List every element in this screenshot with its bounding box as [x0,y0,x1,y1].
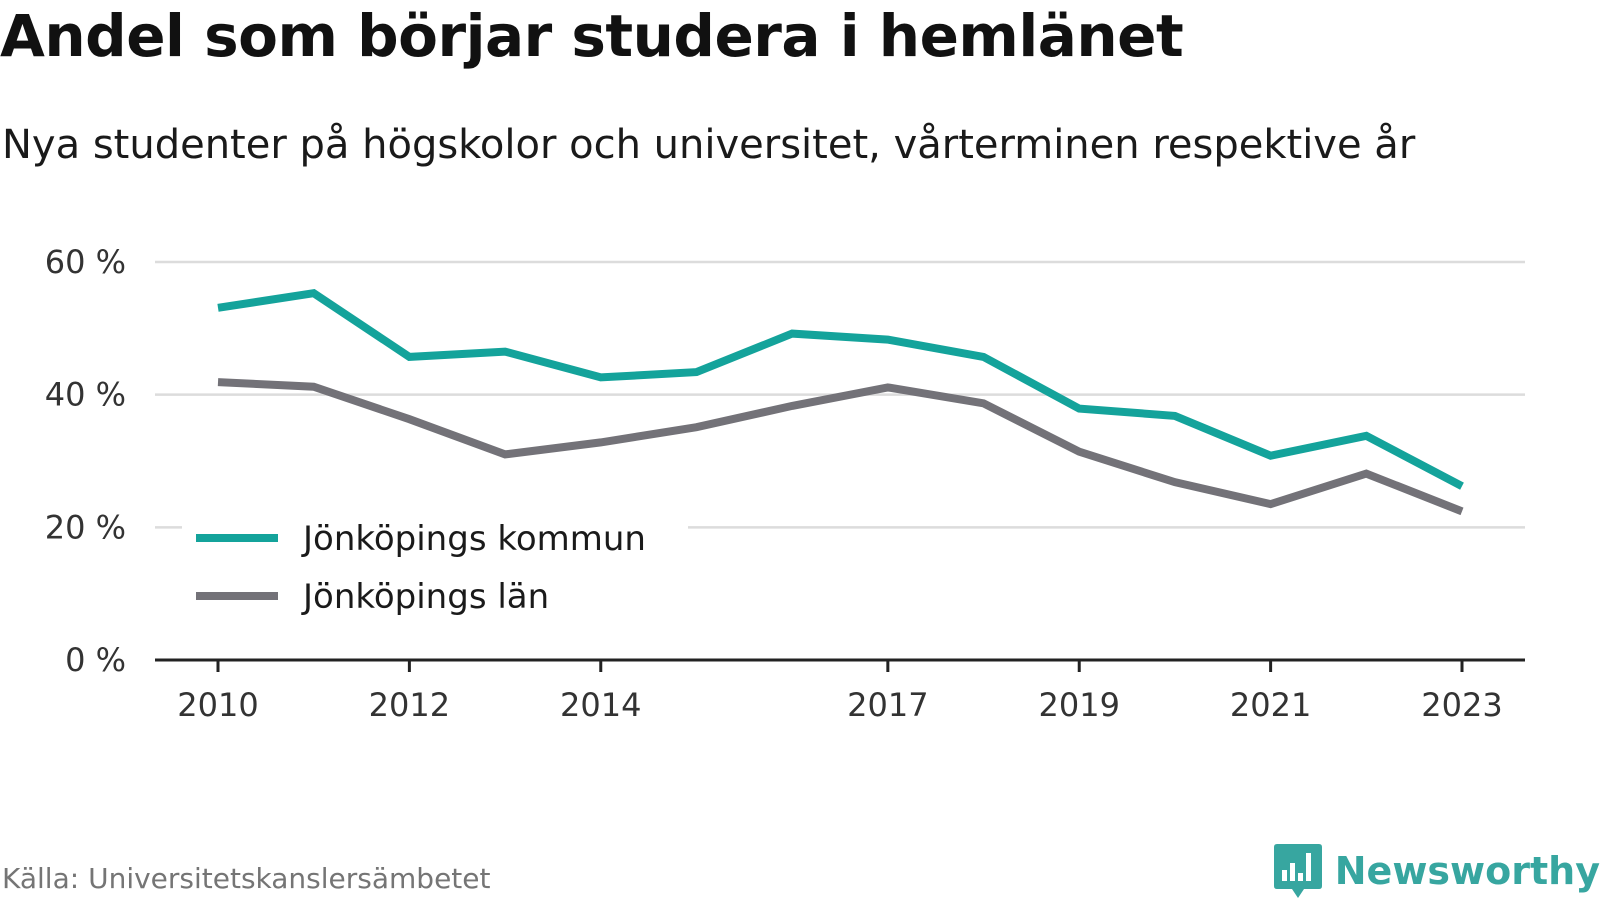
chart-title: Andel som börjar studera i hemlänet [0,2,1184,70]
x-axis: 2010 2012 2014 2017 2019 2021 2023 [155,658,1525,724]
y-tick-label: 0 % [65,641,126,679]
legend-background [182,508,688,626]
series-line-2 [217,378,1464,516]
x-tick-label: 2014 [560,686,641,724]
x-tick-label: 2021 [1230,686,1311,724]
x-tick-label: 2012 [369,686,450,724]
legend-label: Jönköpings län [301,577,549,617]
legend: Jönköpings kommun Jönköpings län [182,508,688,626]
x-tick-label: 2017 [847,686,928,724]
series-lines [217,289,1464,516]
chart-subtitle: Nya studenter på högskolor och universit… [2,122,1416,168]
line-chart: 0 % 20 % 40 % 60 % 2010 2012 2014 2017 2019 2021… [45,243,1525,724]
y-tick-label: 40 % [45,376,126,414]
brand: Newsworthy [1273,842,1600,900]
source-note: Källa: Universitetskanslersämbetet [2,862,491,895]
y-axis-tick-labels: 0 % 20 % 40 % 60 % [45,243,126,679]
newsworthy-logo-icon [1273,844,1322,898]
x-tick-label: 2019 [1039,686,1120,724]
y-tick-label: 20 % [45,508,126,546]
x-tick-label: 2010 [177,686,258,724]
series-line-1 [217,289,1464,490]
brand-name: Newsworthy [1334,849,1600,893]
y-tick-label: 60 % [45,243,126,281]
x-tick-label: 2023 [1421,686,1502,724]
legend-label: Jönköpings kommun [301,519,646,559]
